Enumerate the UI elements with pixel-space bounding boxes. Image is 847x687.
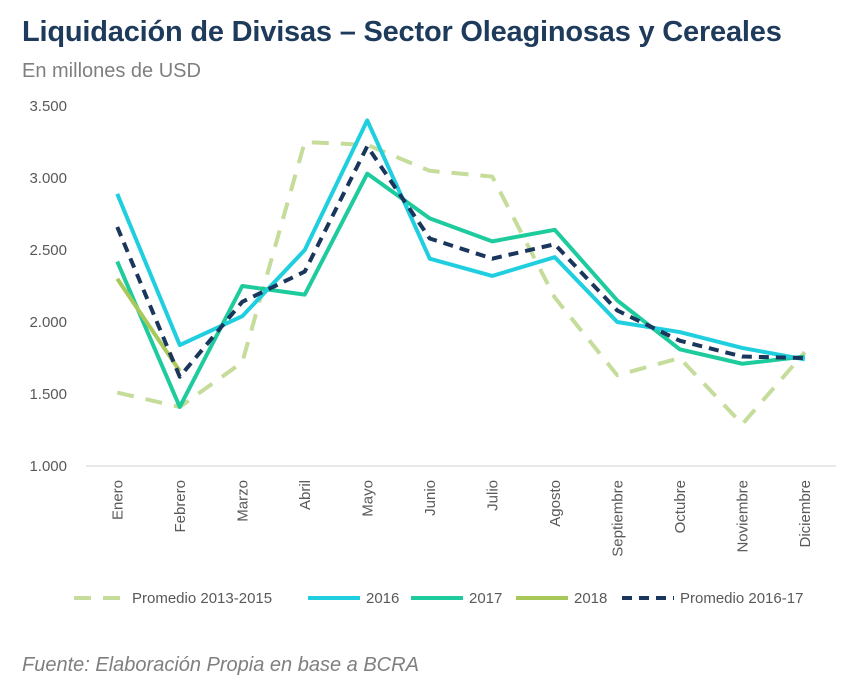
series-line-promedio-2013-2015 <box>116 140 807 427</box>
series-line-2017 <box>115 171 805 409</box>
legend: Promedio 2013-2015 2016 2017 2018 Promedio 2… <box>74 590 803 607</box>
x-tick-label: Febrero <box>172 480 189 533</box>
y-tick-label: 3.000 <box>29 170 67 187</box>
series-line-promedio-2016-17 <box>115 144 805 379</box>
y-axis: 1.000 1.500 2.000 2.500 3.000 3.500 <box>29 98 67 475</box>
x-tick-label: Marzo <box>234 480 251 522</box>
y-tick-label: 3.500 <box>29 98 67 115</box>
y-tick-label: 1.500 <box>29 386 67 403</box>
x-tick-label: Enero <box>109 480 126 520</box>
source-note: Fuente: Elaboración Propia en base a BCR… <box>22 654 419 676</box>
y-tick-label: 2.500 <box>29 242 67 259</box>
legend-label: 2018 <box>574 590 607 607</box>
chart-subtitle: En millones de USD <box>22 60 201 82</box>
series-line-2016 <box>115 118 806 362</box>
x-tick-label: Noviembre <box>734 480 751 553</box>
x-tick-label: Junio <box>422 480 439 516</box>
x-axis: Enero Febrero Marzo Abril Mayo Junio Julio Agos… <box>86 465 836 557</box>
x-tick-label: Agosto <box>547 480 564 527</box>
x-tick-label: Abril <box>297 480 314 510</box>
x-tick-label: Octubre <box>672 480 689 533</box>
y-tick-label: 1.000 <box>29 458 67 475</box>
y-tick-label: 2.000 <box>29 314 67 331</box>
x-tick-label: Diciembre <box>797 480 814 548</box>
legend-label: 2017 <box>469 590 502 607</box>
series-layer <box>115 118 807 427</box>
legend-label: 2016 <box>366 590 399 607</box>
x-tick-label: Mayo <box>359 480 376 517</box>
chart-title: Liquidación de Divisas – Sector Oleagino… <box>22 16 782 48</box>
x-tick-label: Septiembre <box>609 480 626 557</box>
legend-label: Promedio 2016-17 <box>680 590 803 607</box>
x-tick-label: Julio <box>484 480 501 511</box>
legend-label: Promedio 2013-2015 <box>132 590 272 607</box>
